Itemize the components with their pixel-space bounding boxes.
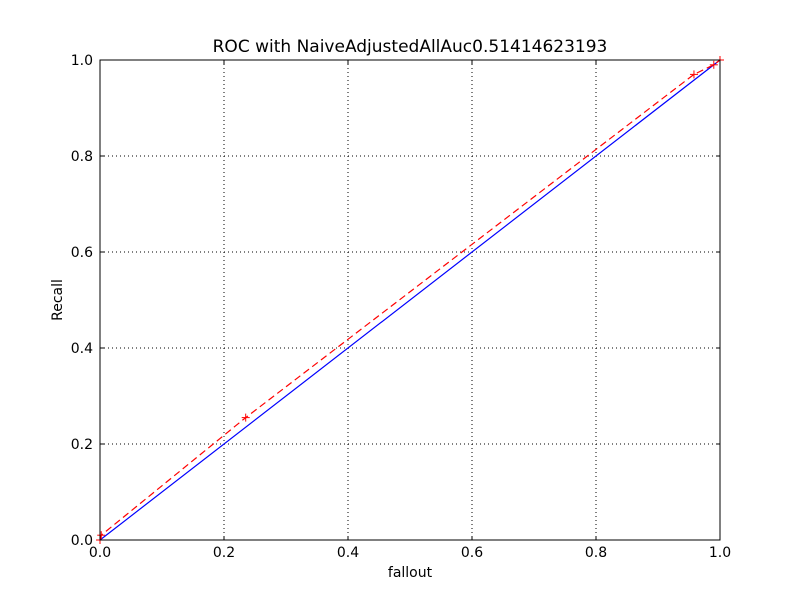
x-tick-label: 0.8 — [585, 545, 607, 561]
series-1-marker — [241, 413, 250, 422]
x-tick-label: 0.2 — [213, 545, 235, 561]
x-tick-label: 0.0 — [89, 545, 111, 561]
series-1-marker — [709, 60, 718, 69]
x-axis-label: fallout — [388, 565, 433, 581]
y-tick-label: 0.4 — [71, 341, 93, 357]
y-tick-label: 1.0 — [71, 53, 93, 69]
x-tick-label: 0.6 — [461, 545, 483, 561]
grid — [100, 60, 720, 540]
series-1-marker — [689, 70, 698, 79]
chart-title: ROC with NaiveAdjustedAllAuc0.5141462319… — [213, 37, 608, 57]
axis-ticks: 0.0 0.2 0.4 0.6 0.8 1.0 0.0 0.2 0.4 0.6 0.8 1.0 — [71, 53, 731, 561]
y-tick-label: 0.6 — [71, 245, 93, 261]
x-tick-label: 1.0 — [709, 545, 731, 561]
series-1-marker — [97, 531, 106, 540]
plot-frame — [99, 59, 721, 541]
y-tick-label: 0.0 — [71, 533, 93, 549]
y-tick-label: 0.2 — [71, 437, 93, 453]
series-0-line — [99, 59, 721, 541]
y-tick-label: 0.8 — [71, 149, 93, 165]
x-tick-label: 0.4 — [337, 545, 359, 561]
y-axis-label: Recall — [50, 279, 66, 321]
